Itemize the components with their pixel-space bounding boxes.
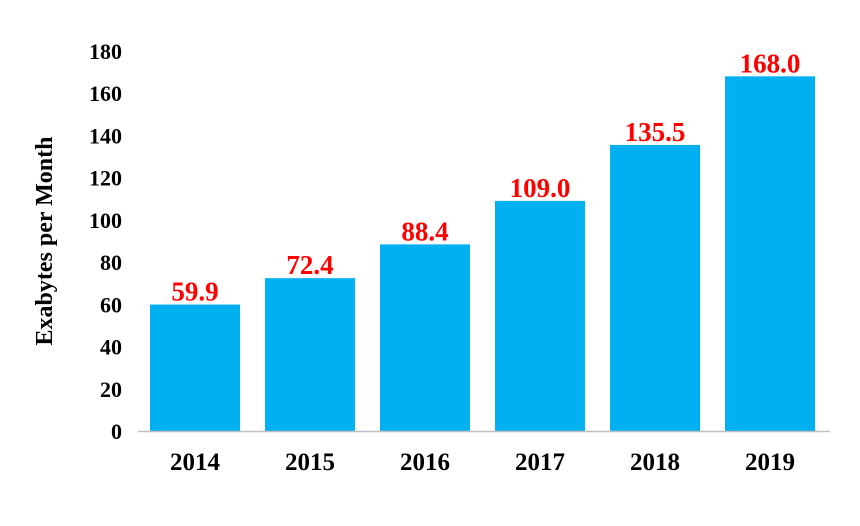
y-tick-label: 160 [89, 81, 122, 106]
bars-group [150, 76, 815, 431]
y-tick-label: 0 [111, 419, 122, 444]
bar-2019 [725, 76, 815, 431]
data-label: 109.0 [510, 173, 571, 203]
y-tick-label: 180 [89, 39, 122, 64]
x-tick-label: 2015 [285, 449, 335, 476]
bar-2016 [380, 244, 470, 431]
bar-2018 [610, 144, 700, 431]
y-tick-label: 140 [89, 123, 122, 148]
y-tick-label: 80 [100, 250, 122, 275]
x-tick-label: 2016 [400, 449, 450, 476]
data-label: 88.4 [401, 216, 448, 246]
data-label: 59.9 [171, 277, 218, 307]
bar-2015 [265, 278, 355, 431]
x-tick-label: 2017 [515, 449, 565, 476]
data-label: 135.5 [625, 117, 686, 147]
x-tick-label: 2019 [745, 449, 795, 476]
data-labels-group: 59.9 72.4 88.4 109.0 135.5 168.0 [171, 48, 800, 306]
y-tick-label: 100 [89, 208, 122, 233]
y-axis-ticks: 0 20 40 60 80 100 120 140 160 180 [89, 39, 122, 444]
x-tick-label: 2014 [170, 449, 221, 476]
y-tick-label: 60 [100, 292, 122, 317]
y-tick-label: 40 [100, 335, 122, 360]
x-axis-ticks: 2014 2015 2016 2017 2018 2019 [170, 449, 795, 476]
y-tick-label: 20 [100, 377, 122, 402]
bar-2014 [150, 304, 240, 431]
x-tick-label: 2018 [630, 449, 680, 476]
data-label: 72.4 [286, 250, 333, 280]
y-axis-title: Exabytes per Month [32, 137, 58, 346]
y-tick-label: 120 [89, 166, 122, 191]
data-label: 168.0 [740, 48, 801, 78]
bar-2017 [495, 200, 585, 431]
